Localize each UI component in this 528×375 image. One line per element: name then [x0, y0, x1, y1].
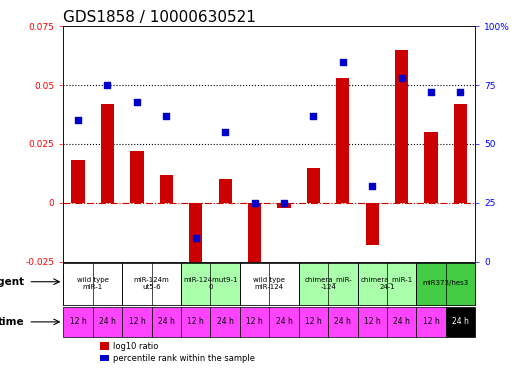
- Bar: [130, 151, 144, 203]
- Bar: [454, 104, 467, 203]
- Text: 12 h: 12 h: [246, 317, 263, 326]
- Text: 24 h: 24 h: [334, 317, 351, 326]
- FancyBboxPatch shape: [357, 262, 417, 305]
- Text: 12 h: 12 h: [70, 317, 87, 326]
- Bar: [277, 203, 290, 207]
- Text: wild type
miR-124: wild type miR-124: [253, 277, 285, 290]
- Point: [368, 183, 376, 189]
- FancyBboxPatch shape: [122, 262, 181, 305]
- Text: agent: agent: [0, 277, 24, 287]
- FancyBboxPatch shape: [63, 307, 93, 337]
- FancyBboxPatch shape: [181, 307, 211, 337]
- FancyBboxPatch shape: [417, 307, 446, 337]
- Text: 24 h: 24 h: [276, 317, 293, 326]
- FancyBboxPatch shape: [181, 262, 240, 305]
- Point: [103, 82, 112, 88]
- Text: 24 h: 24 h: [452, 317, 469, 326]
- FancyBboxPatch shape: [63, 262, 475, 305]
- Bar: [100, 342, 109, 350]
- Bar: [100, 356, 109, 361]
- FancyBboxPatch shape: [63, 262, 122, 305]
- Text: percentile rank within the sample: percentile rank within the sample: [113, 354, 255, 363]
- Text: miR-124m
ut5-6: miR-124m ut5-6: [134, 277, 169, 290]
- Text: 12 h: 12 h: [187, 317, 204, 326]
- Text: 12 h: 12 h: [128, 317, 145, 326]
- Text: 24 h: 24 h: [393, 317, 410, 326]
- FancyBboxPatch shape: [328, 307, 357, 337]
- FancyBboxPatch shape: [269, 307, 299, 337]
- Point: [309, 113, 318, 119]
- FancyBboxPatch shape: [211, 307, 240, 337]
- Text: 24 h: 24 h: [158, 317, 175, 326]
- Bar: [159, 175, 173, 203]
- Point: [192, 235, 200, 241]
- Point: [162, 113, 171, 119]
- FancyBboxPatch shape: [93, 307, 122, 337]
- FancyBboxPatch shape: [417, 262, 475, 305]
- Text: 24 h: 24 h: [99, 317, 116, 326]
- FancyBboxPatch shape: [357, 307, 387, 337]
- Text: miR-124mut9-1
0: miR-124mut9-1 0: [183, 277, 238, 290]
- Bar: [336, 78, 350, 203]
- Bar: [71, 160, 84, 203]
- FancyBboxPatch shape: [240, 307, 269, 337]
- Text: 24 h: 24 h: [216, 317, 233, 326]
- Text: wild type
miR-1: wild type miR-1: [77, 277, 109, 290]
- Point: [221, 129, 229, 135]
- FancyBboxPatch shape: [299, 307, 328, 337]
- Text: time: time: [0, 317, 24, 327]
- FancyBboxPatch shape: [446, 307, 475, 337]
- Point: [250, 200, 259, 206]
- Bar: [365, 203, 379, 245]
- Bar: [425, 132, 438, 203]
- Point: [427, 89, 435, 95]
- Text: 12 h: 12 h: [305, 317, 322, 326]
- Point: [74, 117, 82, 123]
- FancyBboxPatch shape: [387, 307, 417, 337]
- Bar: [248, 203, 261, 292]
- Text: GDS1858 / 10000630521: GDS1858 / 10000630521: [63, 10, 256, 25]
- FancyBboxPatch shape: [240, 262, 299, 305]
- Text: 12 h: 12 h: [364, 317, 381, 326]
- Text: 12 h: 12 h: [423, 317, 439, 326]
- Text: log10 ratio: log10 ratio: [113, 342, 158, 351]
- Bar: [307, 168, 320, 203]
- Bar: [189, 203, 202, 269]
- Point: [456, 89, 465, 95]
- FancyBboxPatch shape: [299, 262, 357, 305]
- FancyBboxPatch shape: [122, 307, 152, 337]
- Point: [280, 200, 288, 206]
- Point: [338, 58, 347, 64]
- Text: chimera_miR-
-124: chimera_miR- -124: [304, 276, 352, 290]
- Bar: [219, 179, 232, 203]
- Text: miR373/hes3: miR373/hes3: [422, 280, 469, 286]
- Point: [398, 75, 406, 81]
- Point: [133, 99, 141, 105]
- Text: chimera_miR-1
24-1: chimera_miR-1 24-1: [361, 276, 413, 290]
- Bar: [101, 104, 114, 203]
- FancyBboxPatch shape: [152, 307, 181, 337]
- Bar: [395, 50, 408, 203]
